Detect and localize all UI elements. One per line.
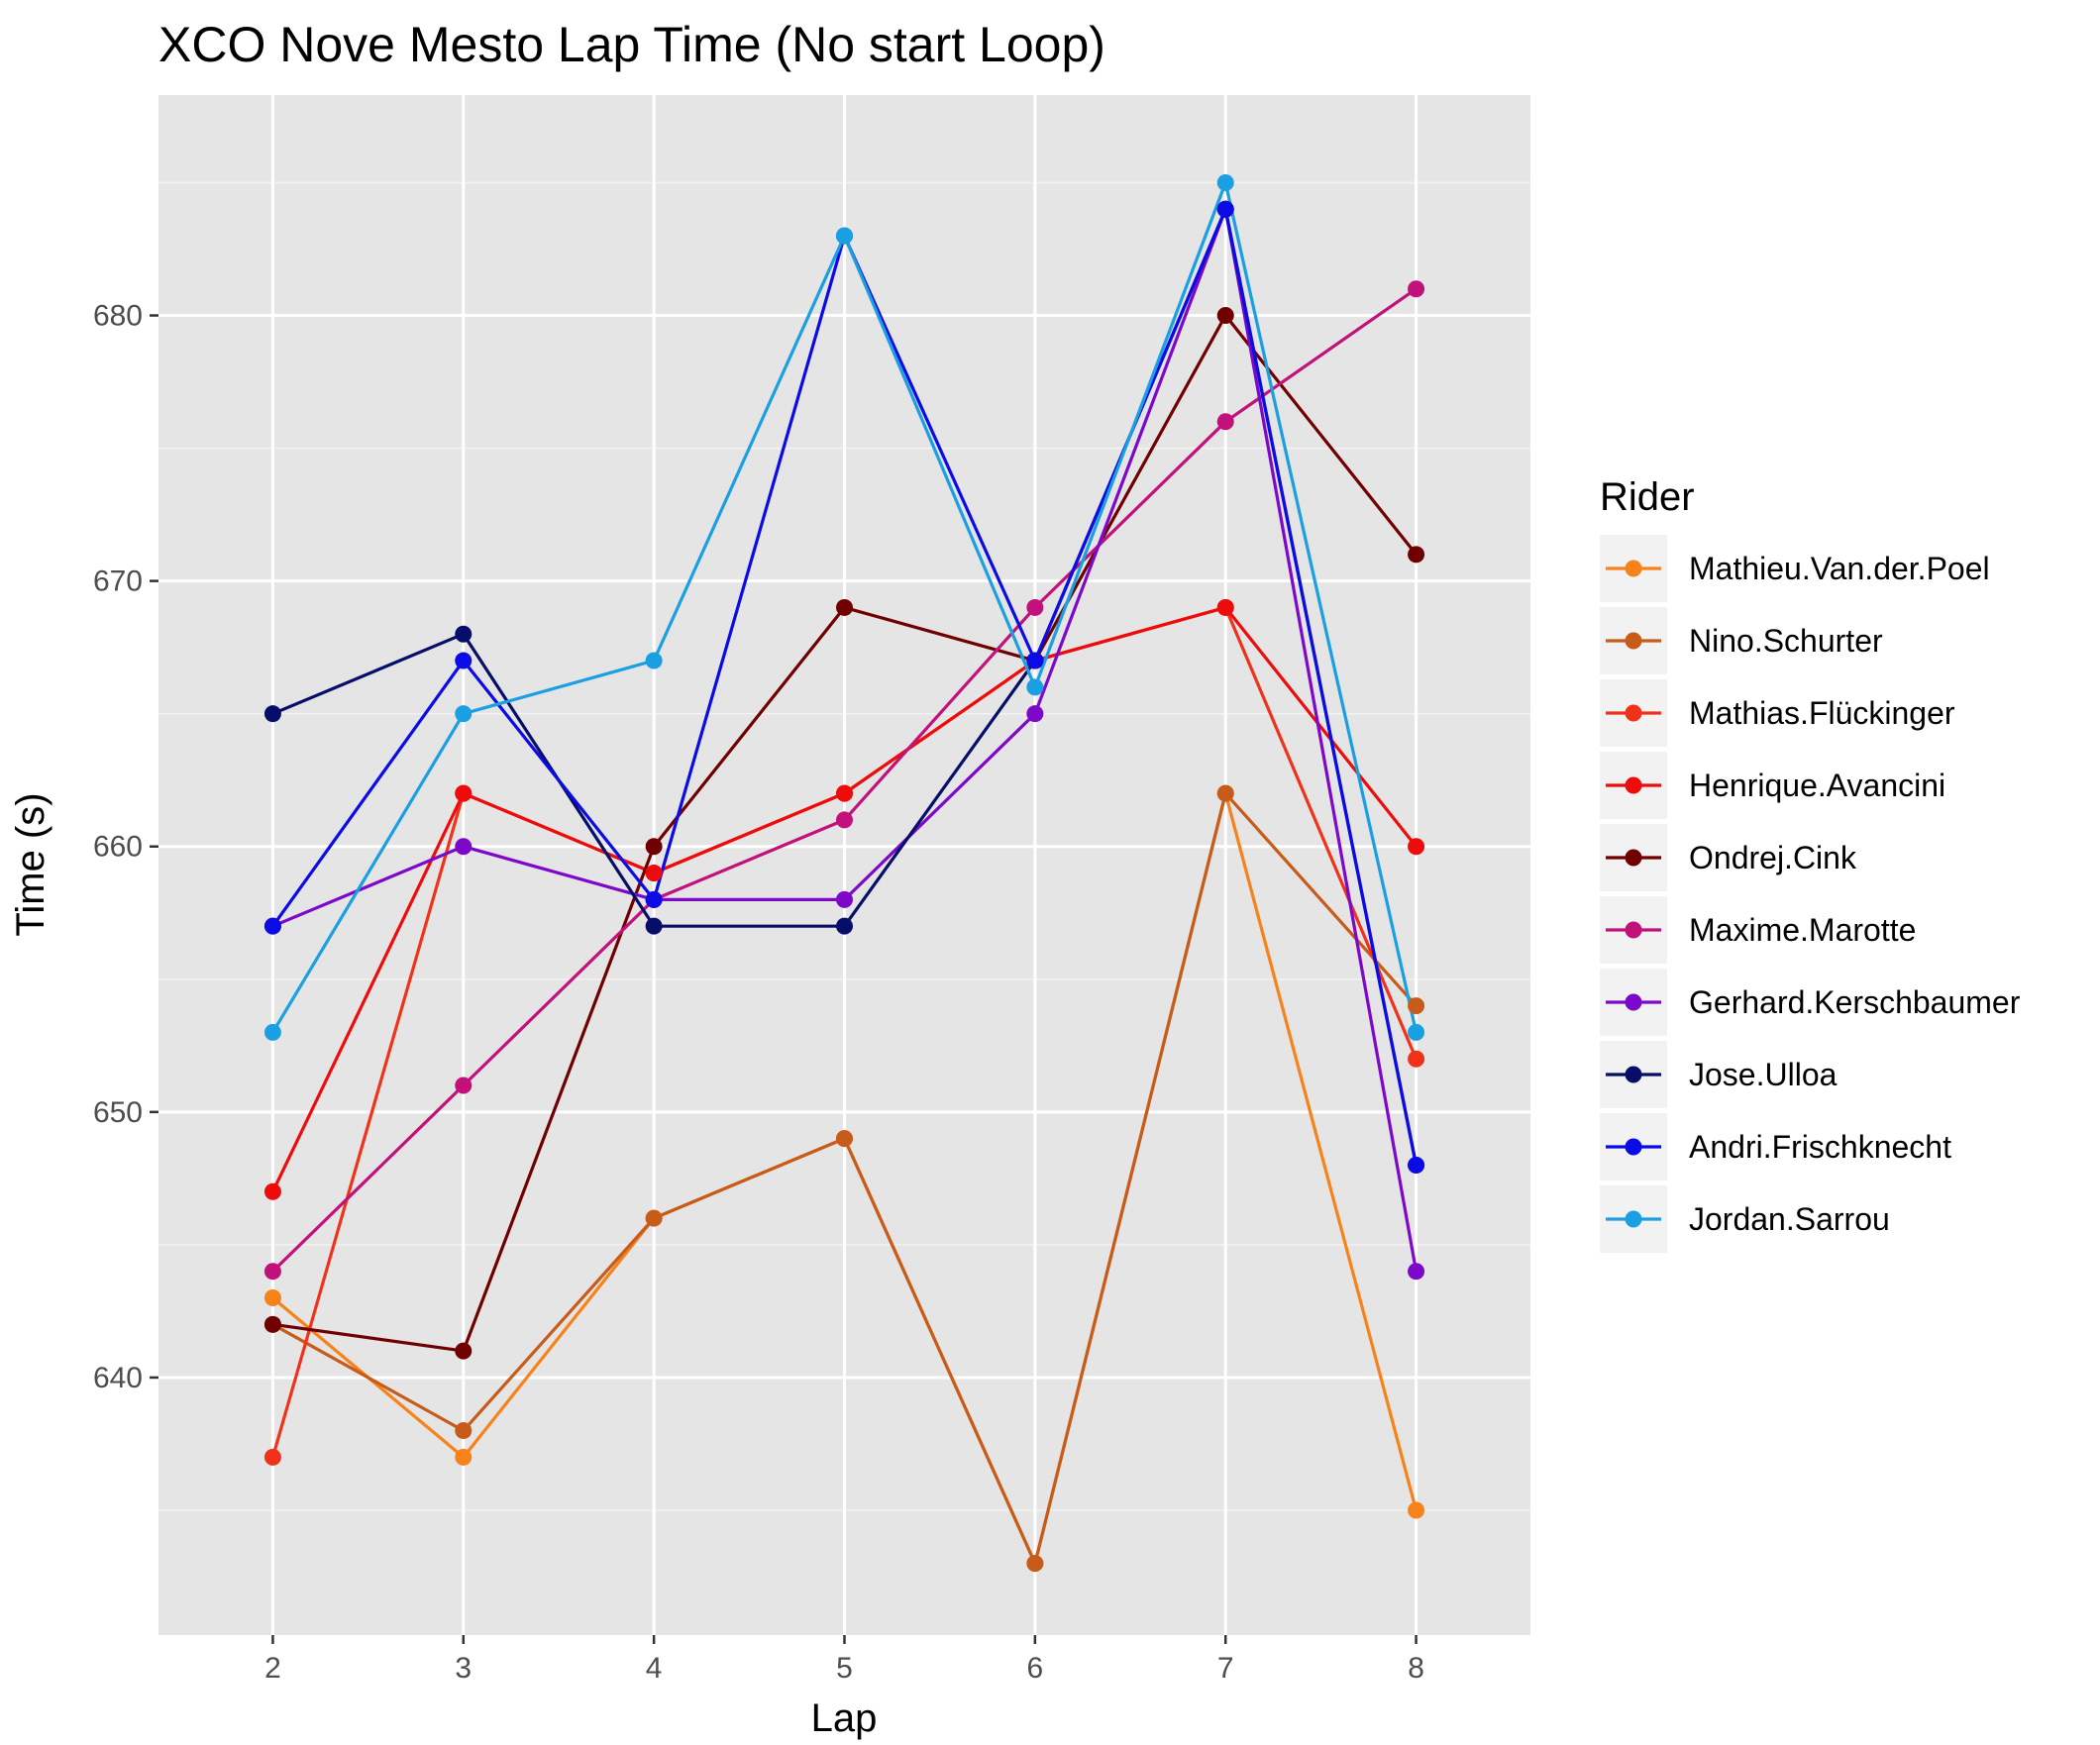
data-point-9-2	[645, 652, 663, 669]
y-tick-label: 660	[93, 831, 143, 864]
legend-label: Andri.Frischknecht	[1689, 1129, 1951, 1165]
legend-title: Rider	[1600, 475, 1695, 519]
data-point-8-1	[455, 652, 472, 669]
legend-items: Mathieu.Van.der.Poel Nino.Schurter Mathias…	[1600, 535, 2021, 1253]
data-point-8-2	[645, 890, 663, 908]
data-point-8-4	[1026, 652, 1044, 669]
data-point-4-0	[263, 1315, 281, 1333]
data-point-8-5	[1216, 200, 1234, 218]
legend-key-point-6	[1625, 993, 1642, 1011]
data-point-5-5	[1216, 413, 1234, 431]
legend-label: Mathieu.Van.der.Poel	[1689, 551, 1990, 586]
legend-key-point-0	[1625, 560, 1642, 577]
data-point-3-2	[645, 865, 663, 882]
data-point-0-1	[455, 1448, 472, 1466]
legend-key-point-8	[1625, 1138, 1642, 1156]
legend-key-point-4	[1625, 849, 1642, 867]
data-point-0-6	[1408, 1501, 1425, 1519]
data-point-8-0	[263, 917, 281, 935]
data-point-3-0	[263, 1182, 281, 1200]
legend-label: Gerhard.Kerschbaumer	[1689, 984, 2021, 1020]
x-tick-label: 2	[264, 1652, 281, 1685]
legend-key-point-9	[1625, 1210, 1642, 1228]
data-point-6-6	[1408, 1263, 1425, 1281]
data-point-5-6	[1408, 280, 1425, 298]
x-tick-label: 6	[1027, 1652, 1044, 1685]
data-point-3-6	[1408, 838, 1425, 856]
legend-key-point-5	[1625, 921, 1642, 939]
axes: 640 650 660 670 680 2 3 4 5 6 7 8	[93, 300, 1424, 1685]
y-tick-label: 650	[93, 1096, 143, 1129]
legend-label: Nino.Schurter	[1689, 623, 1883, 659]
legend-key-point-3	[1625, 776, 1642, 794]
x-tick-label: 3	[455, 1652, 472, 1685]
legend-key-point-7	[1625, 1066, 1642, 1083]
data-point-1-1	[455, 1422, 472, 1440]
data-point-4-3	[836, 598, 853, 616]
legend-label: Jordan.Sarrou	[1689, 1201, 1890, 1237]
data-point-7-2	[645, 917, 663, 935]
x-axis-title: Lap	[811, 1696, 878, 1740]
y-tick-label: 670	[93, 565, 143, 598]
data-point-3-3	[836, 784, 853, 802]
data-point-4-6	[1408, 546, 1425, 564]
data-point-8-6	[1408, 1156, 1425, 1174]
data-point-1-3	[836, 1130, 853, 1148]
data-point-6-4	[1026, 705, 1044, 723]
chart-title: XCO Nove Mesto Lap Time (No start Loop)	[158, 17, 1105, 72]
data-point-9-6	[1408, 1023, 1425, 1041]
legend-label: Mathias.Flückinger	[1689, 695, 1955, 731]
data-point-9-0	[263, 1023, 281, 1041]
data-point-5-3	[836, 811, 853, 829]
data-point-0-0	[263, 1289, 281, 1307]
y-axis-title: Time (s)	[9, 792, 52, 936]
legend-label: Jose.Ulloa	[1689, 1057, 1838, 1092]
data-point-7-1	[455, 625, 472, 643]
data-point-9-5	[1216, 173, 1234, 191]
data-point-1-6	[1408, 997, 1425, 1015]
legend-label: Henrique.Avancini	[1689, 768, 1945, 803]
data-point-9-1	[455, 705, 472, 723]
data-point-3-5	[1216, 598, 1234, 616]
legend-label: Maxime.Marotte	[1689, 912, 1916, 948]
x-tick-label: 8	[1408, 1652, 1424, 1685]
legend-key-point-2	[1625, 704, 1642, 722]
data-point-5-0	[263, 1263, 281, 1281]
data-point-4-2	[645, 838, 663, 856]
data-point-9-4	[1026, 678, 1044, 696]
y-tick-label: 680	[93, 300, 143, 333]
data-point-4-1	[455, 1342, 472, 1360]
data-point-1-4	[1026, 1555, 1044, 1573]
data-point-2-0	[263, 1448, 281, 1466]
data-point-4-5	[1216, 307, 1234, 325]
data-point-1-2	[645, 1209, 663, 1227]
data-point-9-3	[836, 227, 853, 245]
data-point-7-0	[263, 705, 281, 723]
y-tick-label: 640	[93, 1362, 143, 1394]
data-point-5-4	[1026, 598, 1044, 616]
legend-key-point-1	[1625, 632, 1642, 650]
series-layer	[263, 173, 1425, 1573]
data-point-6-1	[455, 838, 472, 856]
legend: Rider Mathieu.Van.der.PoelNino.SchurterM…	[1600, 475, 2021, 1253]
x-tick-label: 7	[1217, 1652, 1234, 1685]
data-point-1-5	[1216, 784, 1234, 802]
data-point-3-1	[455, 784, 472, 802]
data-point-6-3	[836, 890, 853, 908]
x-tick-label: 4	[646, 1652, 663, 1685]
data-point-2-6	[1408, 1050, 1425, 1068]
data-point-7-3	[836, 917, 853, 935]
legend-label: Ondrej.Cink	[1689, 840, 1857, 875]
data-point-5-1	[455, 1077, 472, 1094]
x-tick-label: 5	[836, 1652, 853, 1685]
